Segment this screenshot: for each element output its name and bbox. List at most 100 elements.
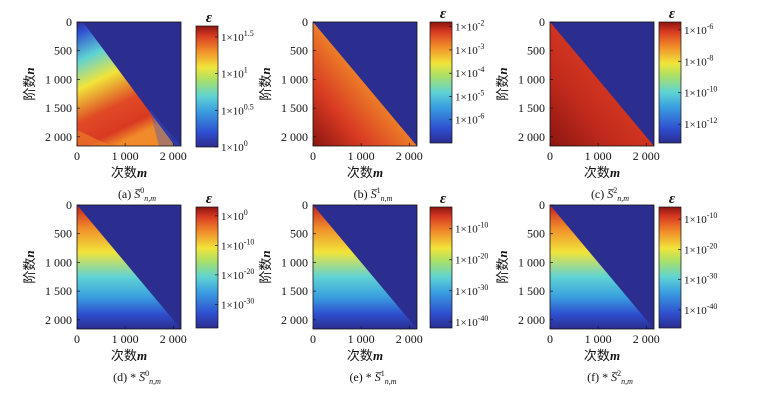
y-tick-label: 500	[54, 227, 72, 241]
colorbar-tick-label: 1×10-5	[455, 88, 484, 103]
colorbar-tick-label: 1×10-4	[455, 65, 484, 80]
axes-frame	[76, 204, 182, 330]
x-tick-label: 1 000	[348, 332, 375, 346]
colorbar-tick-label: 1×10-10	[684, 211, 717, 226]
y-axis-label: 阶数n	[495, 250, 510, 283]
y-tick-label: 1 000	[45, 255, 72, 269]
colorbar-tick-label: 1×101	[221, 66, 248, 81]
colorbar-tick-label: 1×10-3	[455, 42, 484, 57]
x-axis-label: 次数m	[347, 165, 383, 180]
colorbar-label: ε	[206, 191, 213, 207]
heatmap-region-low	[77, 129, 111, 146]
heatmap-region	[550, 205, 654, 329]
colorbar-tick-label: 1×10-6	[455, 112, 484, 127]
y-tick-label: 1 500	[518, 284, 545, 298]
colorbar-tick-label: 1×10-10	[684, 85, 717, 100]
x-axis-label: 次数m	[111, 165, 147, 180]
heatmap-region	[77, 22, 175, 146]
y-tick-label: 1 000	[45, 72, 72, 86]
x-axis-label: 次数m	[584, 165, 620, 180]
y-tick-label: 500	[527, 44, 545, 58]
y-tick-label: 2 000	[518, 313, 545, 327]
colorbar	[658, 206, 682, 329]
y-tick-label: 1 000	[518, 255, 545, 269]
axes-frame	[549, 21, 655, 147]
colorbar-tick-label: 1×10-40	[455, 314, 488, 329]
colorbar-tick-label: 1×10-20	[684, 241, 717, 256]
colorbar-tick-label: 1×100	[221, 208, 248, 223]
y-axis-label: 阶数n	[258, 250, 273, 283]
y-tick-label: 500	[527, 227, 545, 241]
colorbar-tick-label: 1×10-20	[455, 252, 488, 267]
colorbar-tick-label: 1×100	[221, 139, 248, 154]
y-tick-label: 1 000	[281, 72, 308, 86]
colorbar-tick-label: 1×100.5	[221, 102, 254, 117]
colorbar-tick-label: 1×10-30	[684, 272, 717, 287]
colorbar	[658, 21, 682, 144]
colorbar	[195, 206, 219, 329]
y-tick-label: 1 500	[281, 101, 308, 115]
x-tick-label: 2 000	[633, 149, 660, 163]
x-tick-label: 0	[74, 332, 80, 346]
panel-caption: (b) S̅1n,m	[354, 186, 393, 203]
colorbar-label: ε	[669, 6, 676, 22]
colorbar-tick-label: 1×10-30	[221, 296, 254, 311]
y-axis-label: 阶数n	[22, 250, 37, 283]
panel-caption: (e) * S̅1n,m	[349, 369, 396, 386]
heatmap-region	[550, 22, 654, 146]
x-tick-label: 2 000	[396, 332, 423, 346]
x-tick-label: 1 000	[348, 149, 375, 163]
colorbar-tick-label: 1×10-2	[455, 19, 484, 34]
colorbar-label: ε	[440, 6, 447, 22]
colorbar	[429, 206, 453, 329]
colorbar	[429, 21, 453, 144]
x-tick-label: 2 000	[633, 332, 660, 346]
heatmap-region	[313, 22, 417, 146]
colorbar-tick-label: 1×10-6	[684, 22, 713, 37]
x-tick-label: 0	[547, 149, 553, 163]
colorbar-tick-label: 1×10-10	[221, 237, 254, 252]
panel-caption: (f) * S̅2n,m	[587, 369, 633, 386]
colorbar-label: ε	[206, 10, 213, 26]
colorbar	[195, 25, 219, 148]
y-tick-label: 0	[539, 198, 545, 212]
x-tick-label: 1 000	[585, 149, 612, 163]
y-tick-label: 0	[302, 198, 308, 212]
heatmap-region	[313, 205, 417, 329]
x-tick-label: 0	[74, 149, 80, 163]
x-tick-label: 0	[310, 332, 316, 346]
y-axis-label: 阶数n	[22, 67, 37, 100]
y-tick-label: 1 500	[45, 284, 72, 298]
y-tick-label: 1 000	[518, 72, 545, 86]
colorbar-tick-label: 1×10-12	[684, 116, 717, 131]
colorbar-label: ε	[440, 191, 447, 207]
y-tick-label: 500	[54, 44, 72, 58]
colorbar-tick-label: 1×101.5	[221, 29, 254, 44]
x-tick-label: 1 000	[585, 332, 612, 346]
y-tick-label: 2 000	[45, 130, 72, 144]
y-tick-label: 1 500	[281, 284, 308, 298]
y-tick-label: 2 000	[281, 130, 308, 144]
y-tick-label: 2 000	[281, 313, 308, 327]
panel-caption: (d) * S̅0n,m	[113, 369, 161, 386]
x-tick-label: 0	[310, 149, 316, 163]
y-tick-label: 0	[302, 15, 308, 29]
y-tick-label: 2 000	[45, 313, 72, 327]
x-tick-label: 2 000	[396, 149, 423, 163]
heatmap-region	[77, 205, 181, 329]
heatmap-region-fade	[149, 108, 181, 146]
colorbar-label: ε	[669, 191, 676, 207]
x-axis-label: 次数m	[584, 348, 620, 363]
y-tick-label: 0	[66, 198, 72, 212]
axes-frame	[76, 21, 182, 147]
axes-frame	[312, 21, 418, 147]
y-tick-label: 500	[290, 227, 308, 241]
panel-caption: (a) S̅0n,m	[118, 186, 156, 203]
y-tick-label: 0	[66, 15, 72, 29]
